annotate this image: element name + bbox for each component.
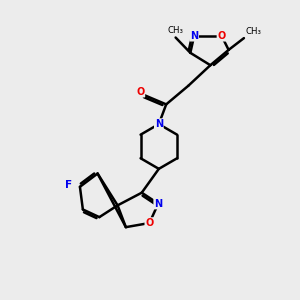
Text: CH₃: CH₃	[245, 27, 261, 36]
Text: F: F	[64, 180, 72, 190]
Text: O: O	[145, 218, 154, 228]
Text: O: O	[136, 87, 144, 97]
Text: N: N	[155, 119, 163, 129]
Text: O: O	[218, 31, 226, 41]
Text: N: N	[190, 31, 198, 41]
Text: CH₃: CH₃	[167, 26, 183, 35]
Text: N: N	[154, 199, 162, 208]
